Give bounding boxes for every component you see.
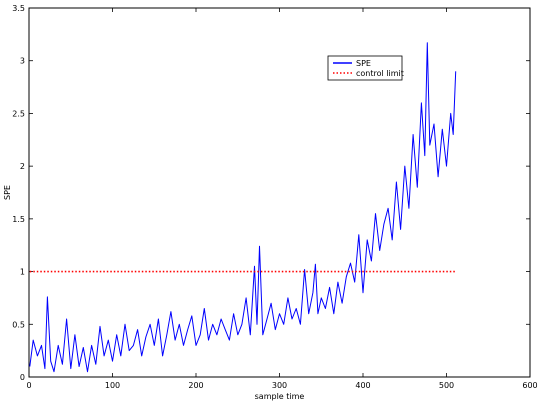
y-tick-label: 2.5 [12, 109, 25, 118]
plot-area [28, 7, 531, 378]
x-tick-label: 500 [439, 381, 454, 390]
y-tick-label: 1.5 [12, 215, 25, 224]
legend-entry-spe: SPE [356, 59, 371, 68]
series-layer [29, 42, 457, 373]
x-tick-label: 400 [355, 381, 370, 390]
axis-ticks [28, 7, 531, 378]
y-tick-label: 0 [20, 373, 25, 382]
x-tick-label: 600 [522, 381, 537, 390]
x-tick-label: 200 [188, 381, 203, 390]
x-axis-label: sample time [255, 392, 305, 401]
x-tick-label: 300 [272, 381, 287, 390]
legend-box [327, 55, 403, 81]
spe-series-line [29, 42, 457, 373]
axis-tick-labels: 0 100 200 300 400 500 600 0 0.5 1 1.5 2 2.5 3 3.5 [12, 4, 537, 390]
y-tick-label: 3 [20, 57, 25, 66]
x-tick-label: 100 [105, 381, 120, 390]
y-axis-label: SPE [3, 185, 12, 200]
y-tick-label: 0.5 [12, 320, 25, 329]
x-tick-label: 0 [26, 381, 31, 390]
legend: SPE control limit [327, 55, 404, 81]
y-tick-label: 3.5 [12, 4, 25, 13]
y-tick-label: 1 [20, 268, 25, 277]
legend-entry-control-limit: control limit [356, 69, 404, 78]
y-tick-label: 2 [20, 162, 25, 171]
